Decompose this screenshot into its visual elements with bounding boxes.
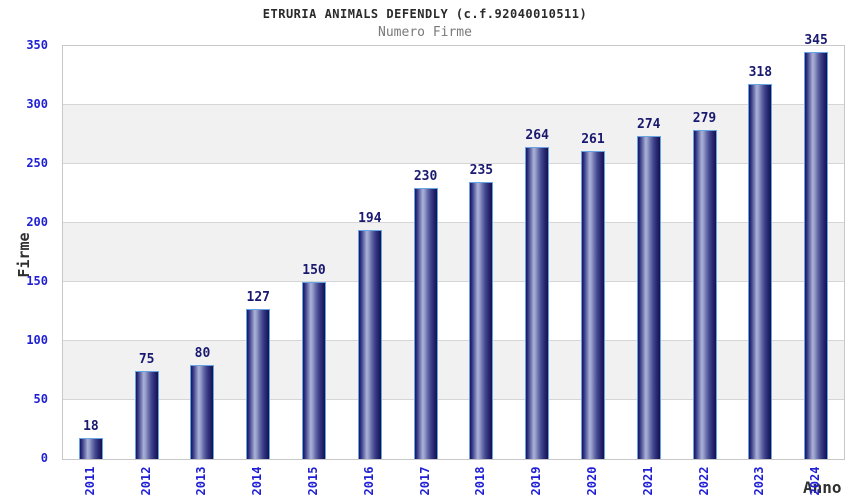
bar-value-label: 261	[581, 132, 605, 148]
gridline	[63, 163, 844, 164]
y-tick-label: 100	[26, 333, 48, 347]
y-tick-label: 150	[26, 274, 48, 288]
bar-value-label: 345	[804, 32, 828, 48]
bar-2019	[525, 147, 550, 459]
x-axis-title: Anno	[803, 478, 842, 497]
bar-value-label: 194	[358, 211, 382, 227]
bar-2017	[413, 187, 438, 459]
x-tick-label: 2012	[138, 466, 153, 496]
chart-title: ETRURIA ANIMALS DEFENDLY (c.f.9204001051…	[262, 7, 588, 21]
bar-2012	[134, 370, 159, 459]
gridline	[63, 281, 844, 282]
bar-value-label: 274	[637, 116, 661, 132]
gridline	[63, 104, 844, 105]
bar-value-label: 230	[413, 168, 438, 184]
bar-2015	[302, 282, 327, 459]
bar-2024	[804, 51, 829, 459]
y-tick-label: 0	[40, 451, 48, 465]
bar-value-label: 127	[246, 290, 270, 306]
bar-2021	[636, 135, 661, 459]
bar-value-label: 235	[469, 162, 494, 178]
x-tick-label: 2019	[529, 466, 544, 496]
x-tick-label: 2016	[361, 466, 376, 496]
bar-value-label: 80	[194, 345, 211, 361]
bar-2014	[246, 309, 271, 459]
x-tick-label: 2023	[752, 466, 767, 496]
bar-2018	[469, 181, 494, 459]
gridline	[63, 399, 844, 400]
x-tick-label: 2022	[696, 466, 711, 496]
y-tick-label: 300	[26, 97, 48, 111]
y-tick-label: 50	[33, 392, 48, 406]
x-tick-label: 2021	[640, 466, 655, 496]
gridline	[63, 340, 844, 341]
x-tick-label: 2017	[417, 466, 432, 496]
bar-2022	[692, 129, 717, 459]
x-tick-label: 2014	[250, 466, 265, 496]
bar-2020	[580, 151, 605, 459]
bar-value-label: 150	[302, 263, 326, 278]
x-tick-label: 2018	[473, 466, 488, 496]
x-tick-label: 2024	[808, 466, 823, 496]
x-tick-label: 2013	[194, 466, 209, 496]
bar-2011	[78, 437, 103, 459]
bar-value-label: 75	[138, 351, 155, 367]
y-tick-label: 350	[26, 38, 48, 52]
bar-2016	[357, 230, 382, 459]
bar-value-label: 279	[692, 110, 717, 126]
y-tick-label: 200	[26, 215, 48, 229]
bar-value-label: 18	[83, 418, 99, 434]
x-tick-label: 2015	[306, 466, 321, 496]
bar-2013	[190, 364, 215, 459]
bar-2023	[748, 83, 773, 459]
y-tick-label: 250	[26, 156, 48, 170]
x-tick-label: 2011	[82, 466, 97, 496]
x-tick-label: 2020	[584, 466, 599, 496]
bar-value-label: 264	[525, 128, 549, 144]
plot-area: 18 75 80 127 150 194 230 235 264 261 274 279 318 345	[62, 33, 845, 460]
chart-subtitle: Numero Firme	[378, 25, 472, 40]
gridline	[63, 222, 844, 223]
bar-value-label: 318	[748, 64, 773, 80]
